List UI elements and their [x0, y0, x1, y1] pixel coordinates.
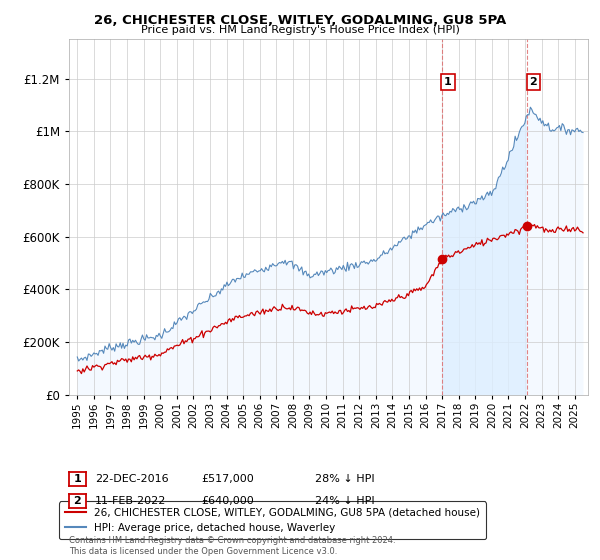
Text: 26, CHICHESTER CLOSE, WITLEY, GODALMING, GU8 5PA: 26, CHICHESTER CLOSE, WITLEY, GODALMING,…: [94, 14, 506, 27]
Text: 1: 1: [444, 77, 452, 87]
Text: 11-FEB-2022: 11-FEB-2022: [95, 496, 166, 506]
Text: 28% ↓ HPI: 28% ↓ HPI: [315, 474, 374, 484]
Text: Price paid vs. HM Land Registry's House Price Index (HPI): Price paid vs. HM Land Registry's House …: [140, 25, 460, 35]
Text: 2: 2: [74, 496, 81, 506]
Text: £640,000: £640,000: [201, 496, 254, 506]
Text: £517,000: £517,000: [201, 474, 254, 484]
Text: Contains HM Land Registry data © Crown copyright and database right 2024.
This d: Contains HM Land Registry data © Crown c…: [69, 536, 395, 556]
Text: 22-DEC-2016: 22-DEC-2016: [95, 474, 169, 484]
Text: 24% ↓ HPI: 24% ↓ HPI: [315, 496, 374, 506]
Text: 2: 2: [529, 77, 537, 87]
Text: 1: 1: [74, 474, 81, 484]
Legend: 26, CHICHESTER CLOSE, WITLEY, GODALMING, GU8 5PA (detached house), HPI: Average : 26, CHICHESTER CLOSE, WITLEY, GODALMING,…: [59, 502, 486, 539]
